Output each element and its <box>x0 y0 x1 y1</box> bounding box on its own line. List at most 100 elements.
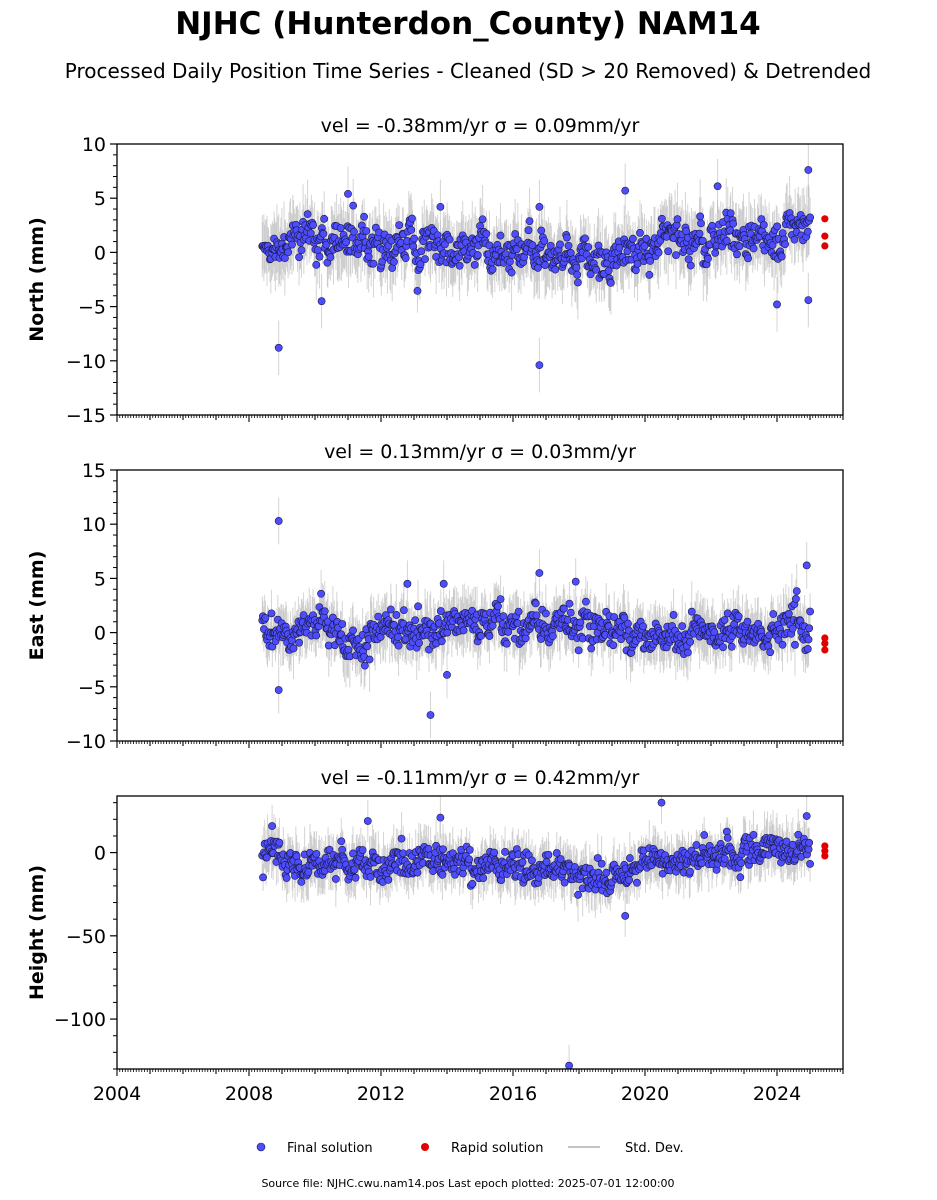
final-point <box>542 857 551 866</box>
panel-title-east: vel = 0.13mm/yr σ = 0.03mm/yr <box>324 441 636 463</box>
final-point <box>459 626 468 635</box>
final-point <box>631 266 640 275</box>
final-point <box>525 217 534 226</box>
final-point <box>424 844 433 853</box>
final-point <box>584 243 593 251</box>
final-point <box>366 872 375 881</box>
final-point <box>791 595 800 603</box>
final-point <box>778 640 787 649</box>
data-height <box>258 796 814 1069</box>
final-point <box>325 845 334 854</box>
final-point <box>790 235 799 244</box>
final-point <box>394 633 402 642</box>
final-point <box>744 254 752 263</box>
final-point <box>320 607 329 616</box>
final-point <box>625 854 634 862</box>
final-point <box>445 235 454 244</box>
final-point <box>586 270 595 279</box>
final-point <box>369 259 378 268</box>
final-point <box>535 361 544 370</box>
final-point <box>532 611 541 620</box>
final-point <box>658 869 667 878</box>
final-point <box>556 240 564 249</box>
final-point <box>284 248 293 257</box>
final-point <box>479 874 488 882</box>
final-point <box>548 632 557 641</box>
final-point <box>436 607 445 615</box>
y-tick-label: 5 <box>94 188 106 210</box>
final-point <box>326 253 335 262</box>
final-point <box>766 648 775 657</box>
final-point <box>664 247 673 256</box>
final-point <box>410 234 419 243</box>
final-point <box>421 255 429 264</box>
y-tick-label: 0 <box>94 843 106 865</box>
final-point <box>736 873 745 882</box>
final-point <box>560 878 569 887</box>
final-point <box>537 226 546 235</box>
final-point <box>672 251 680 260</box>
final-point <box>488 265 497 274</box>
final-point <box>416 260 425 269</box>
final-point <box>541 609 550 618</box>
final-point <box>615 243 624 252</box>
final-point <box>803 645 812 653</box>
final-point <box>734 612 743 621</box>
final-point <box>806 213 815 222</box>
final-point <box>351 873 360 882</box>
final-point <box>581 597 590 606</box>
final-point <box>781 240 789 249</box>
final-point <box>574 890 582 899</box>
final-point <box>720 854 729 863</box>
panel-title-north: vel = -0.38mm/yr σ = 0.09mm/yr <box>321 115 640 137</box>
plot-frame-height <box>116 795 844 1070</box>
final-point <box>506 257 514 266</box>
final-point <box>624 619 632 628</box>
rapid-points-height <box>821 842 829 860</box>
final-point <box>349 626 357 635</box>
final-point <box>551 265 560 274</box>
final-point <box>274 686 283 694</box>
final-point <box>806 607 815 616</box>
final-point <box>429 867 437 876</box>
final-point <box>439 845 447 854</box>
final-point <box>507 268 516 277</box>
final-point <box>306 229 315 238</box>
final-point <box>669 611 678 619</box>
final-point <box>407 225 416 234</box>
final-point <box>692 841 701 849</box>
final-point <box>365 655 374 664</box>
final-point <box>657 214 666 223</box>
final-point <box>804 166 813 174</box>
final-point <box>535 202 544 211</box>
final-point <box>349 849 357 858</box>
data-east <box>258 497 815 739</box>
final-point <box>337 837 346 846</box>
final-point <box>646 257 655 265</box>
final-point <box>587 644 596 653</box>
final-point <box>297 246 306 254</box>
xticks-east <box>116 741 844 748</box>
final-point <box>312 849 321 858</box>
final-point <box>720 616 729 624</box>
final-point <box>657 798 666 807</box>
final-point <box>485 241 494 250</box>
final-point <box>344 189 352 198</box>
rapid-points-north <box>821 215 829 250</box>
final-point <box>514 607 523 616</box>
final-point <box>528 241 537 250</box>
final-point <box>413 286 422 295</box>
final-point <box>338 845 347 854</box>
final-point <box>802 812 811 820</box>
final-point <box>571 577 580 586</box>
final-point <box>541 261 549 269</box>
final-point <box>581 234 589 243</box>
final-point <box>610 613 619 621</box>
final-point <box>358 846 367 854</box>
y-tick-label: 10 <box>82 514 106 536</box>
final-point <box>629 234 637 243</box>
final-point <box>288 240 296 249</box>
final-point <box>408 214 416 223</box>
final-point <box>297 877 306 886</box>
ylabel-east: East (mm) <box>26 551 48 661</box>
